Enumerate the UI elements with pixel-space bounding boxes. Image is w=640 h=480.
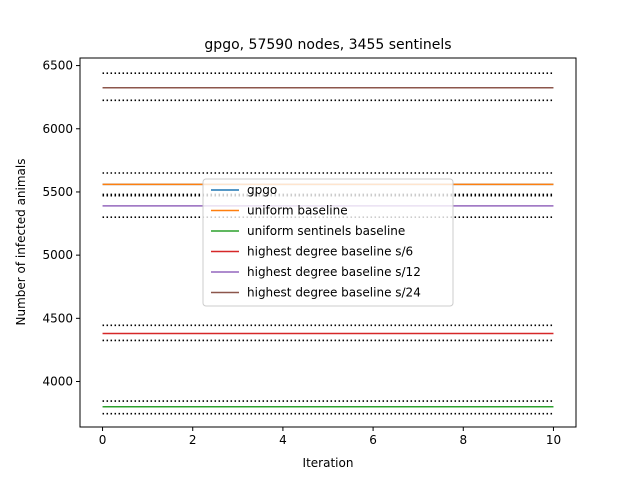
y-tick-label: 5000 (42, 248, 73, 262)
legend-label-5: highest degree baseline s/24 (247, 286, 421, 300)
y-tick-label: 4500 (42, 311, 73, 325)
axes: 0 2 4 6 8 10 4000 4500 5000 5500 6000 6500 (42, 59, 561, 447)
x-tick-label: 0 (99, 433, 107, 447)
y-tick-label: 5500 (42, 185, 73, 199)
y-tick-label: 6000 (42, 122, 73, 136)
x-axis-label: Iteration (303, 456, 354, 470)
chart-title: gpgo, 57590 nodes, 3455 sentinels (204, 37, 451, 53)
plot-frame (79, 57, 577, 428)
legend-label-0: gpgo (247, 183, 277, 197)
x-tick-label: 10 (546, 433, 561, 447)
y-tick-label: 4000 (42, 375, 73, 389)
y-axis-label: Number of infected animals (14, 159, 28, 326)
x-tick-label: 6 (369, 433, 377, 447)
x-tick-label: 4 (279, 433, 287, 447)
legend: gpgo uniform baseline uniform sentinels ba… (202, 178, 454, 307)
legend-label-2: uniform sentinels baseline (247, 224, 405, 238)
y-tick-label: 6500 (42, 59, 73, 73)
x-tick-label: 8 (459, 433, 467, 447)
legend-label-1: uniform baseline (247, 204, 348, 218)
legend-box (202, 178, 454, 307)
legend-label-3: highest degree baseline s/6 (247, 245, 413, 259)
x-tick-label: 2 (189, 433, 197, 447)
legend-label-4: highest degree baseline s/12 (247, 265, 421, 279)
